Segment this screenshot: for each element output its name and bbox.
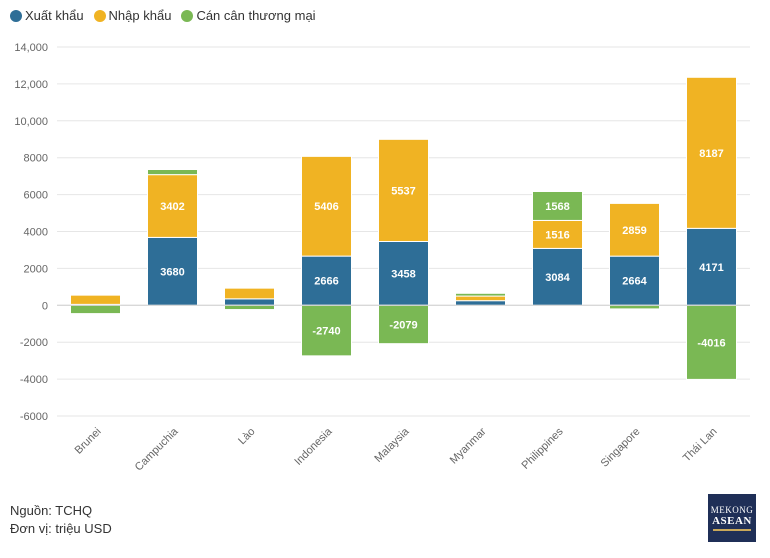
x-tick-label: Philippines [520,425,566,471]
stacked-bar-chart: 14,000 12,000 10,000 8000 6000 4000 2000 0 -2000… [14,42,750,473]
bar-segment [378,304,429,345]
legend-item[interactable]: Nhập khẩu [93,8,172,23]
legend-label: Xuất khẩu [25,8,84,23]
data-label: -2079 [389,319,417,331]
y-tick-label: 12,000 [14,79,48,91]
bar-segment [301,155,352,257]
chart-legend: Xuất khẩu Nhập khẩu Cán cân thương mại [10,8,316,23]
legend-item[interactable]: Cán cân thương mại [181,8,316,23]
chart-footer: Nguồn: TCHQ Đơn vị: triệu USD [10,502,112,538]
legend-label: Nhập khẩu [108,8,172,23]
bar-segment [147,174,198,238]
y-tick-label: 4000 [24,227,48,239]
x-tick-label: Indonesia [292,425,335,468]
x-tick-label: Campuchia [133,425,181,473]
bar-segment [455,292,506,297]
bar-segment [455,295,506,302]
x-tick-label: Singapore [599,426,643,470]
y-tick-label: 10,000 [14,116,48,128]
bar-segment [224,304,275,311]
y-tick-label: -2000 [20,337,48,349]
data-label: 2666 [314,276,338,288]
y-tick-label: 2000 [24,263,48,275]
legend-label: Cán cân thương mại [196,8,316,23]
bar-segment [609,202,660,257]
source-note: Nguồn: TCHQ [10,503,93,518]
x-tick-label: Malaysia [372,425,412,465]
data-label: 3680 [160,266,184,278]
bar-segment [301,255,352,306]
bar-segment [301,304,352,357]
y-tick-label: 6000 [24,190,48,202]
data-label: 1516 [545,229,569,241]
bar-segment [609,304,660,310]
legend-swatch [93,9,106,22]
bar-segment [147,236,198,306]
bar-segment [147,169,198,176]
logo-line-1: MEKONG [710,505,754,515]
data-label: 4171 [699,262,723,274]
x-tick-label: Brunei [73,426,104,457]
bar-segment [378,138,429,242]
mekong-asean-logo: MEKONG ASEAN [708,494,756,542]
data-label: 5406 [314,201,338,213]
x-tick-label: Lào [236,426,257,447]
data-label: 5537 [391,185,415,197]
bar-segment [532,247,583,306]
data-label: -4016 [697,337,725,349]
bar-segment [532,219,583,249]
data-label: -2740 [312,326,340,338]
x-tick-label: Thái Lan [681,426,720,465]
logo-underline [713,529,751,531]
bar-segment [224,298,275,306]
bar-segment [686,304,737,380]
data-label: 1568 [545,201,569,213]
data-label: 3084 [545,272,570,284]
data-label: 2859 [622,225,646,237]
bar-segment [70,294,121,305]
logo-line-2: ASEAN [712,515,752,527]
data-label: 8187 [699,148,723,160]
bar-segment [70,304,121,315]
legend-item[interactable]: Xuất khẩu [10,8,84,23]
legend-swatch [10,9,22,22]
bar-segment [686,76,737,229]
bar-segment [455,300,506,306]
data-label: 3402 [160,201,184,213]
data-label: 2664 [622,276,647,288]
unit-note: Đơn vị: triệu USD [10,521,112,536]
bar-segment [378,240,429,306]
y-tick-label: -6000 [20,411,48,423]
data-label: 3458 [391,268,415,280]
y-tick-label: -4000 [20,374,48,386]
bar-segment [224,287,275,300]
y-tick-label: 14,000 [14,42,48,54]
bar-segment [532,191,583,221]
y-tick-label: 0 [42,300,48,312]
legend-swatch [181,9,194,22]
y-tick-label: 8000 [24,153,48,165]
x-tick-label: Myanmar [448,425,489,466]
bar-segment [686,227,737,306]
